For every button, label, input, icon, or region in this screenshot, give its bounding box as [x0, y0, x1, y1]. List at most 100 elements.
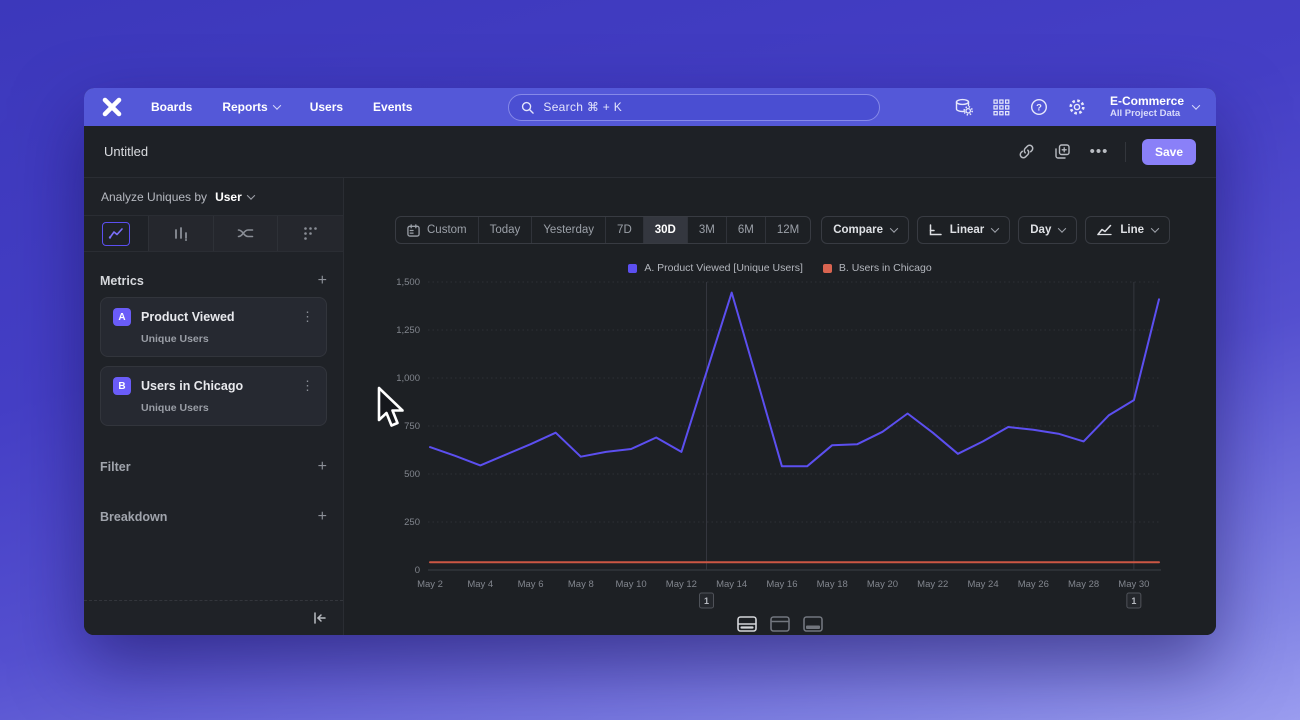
chart-type-label: Line: [1120, 224, 1144, 236]
compare-button[interactable]: Compare: [821, 216, 910, 244]
apps-grid-icon[interactable]: [992, 98, 1011, 117]
analyze-row: Analyze Uniques by User: [84, 178, 343, 216]
metric-badge-a: A: [113, 308, 131, 326]
chart-display-controls: Linear Day Line: [916, 216, 1170, 244]
copy-link-icon[interactable]: [1017, 142, 1037, 162]
duplicate-icon[interactable]: [1053, 142, 1073, 162]
svg-text:500: 500: [404, 469, 420, 480]
analyze-label: Analyze Uniques by: [101, 189, 208, 204]
line-chart[interactable]: 0 250 500 750 1,000 1,250 1,500 May 2 May 4 May 6…: [386, 276, 1186, 622]
scale-dropdown[interactable]: Linear: [916, 216, 1011, 244]
range-3m[interactable]: 3M: [686, 217, 726, 243]
report-title[interactable]: Untitled: [104, 144, 149, 159]
legend-item-b[interactable]: B. Users in Chicago: [822, 262, 932, 274]
add-metric-button[interactable]: +: [317, 272, 327, 289]
settings-gear-icon[interactable]: [1068, 98, 1087, 117]
svg-text:0: 0: [415, 565, 420, 576]
report-actions: ••• Save: [1017, 138, 1196, 165]
svg-text:May 6: May 6: [518, 579, 544, 590]
metric-menu-icon[interactable]: ⋮: [301, 378, 314, 393]
nav-item-boards[interactable]: Boards: [151, 100, 192, 114]
analyze-entity-dropdown[interactable]: User: [215, 189, 255, 204]
range-12m[interactable]: 12M: [764, 217, 810, 243]
svg-text:May 30: May 30: [1118, 579, 1149, 590]
range-today[interactable]: Today: [477, 217, 532, 243]
save-button[interactable]: Save: [1141, 138, 1196, 165]
svg-text:1,250: 1,250: [396, 325, 420, 336]
metric-subtitle[interactable]: Unique Users: [141, 402, 209, 414]
interval-dropdown[interactable]: Day: [1018, 216, 1078, 244]
nav-right-cluster: ? E-Commerce All Project Data: [954, 95, 1201, 120]
svg-text:May 4: May 4: [467, 579, 493, 590]
tab-flows[interactable]: [214, 216, 279, 251]
chart-type-dropdown[interactable]: Line: [1085, 216, 1170, 244]
top-nav: Boards Reports Users Events Search ⌘ + K: [84, 88, 1216, 126]
chevron-down-icon: [991, 224, 1000, 233]
range-label: 6M: [737, 224, 754, 236]
breakdown-title: Breakdown: [100, 510, 168, 524]
nav-item-reports[interactable]: Reports: [222, 100, 281, 114]
insights-chart-icon: [101, 221, 130, 246]
range-yesterday[interactable]: Yesterday: [531, 217, 605, 243]
data-management-icon[interactable]: [954, 98, 973, 117]
scale-label: Linear: [949, 224, 985, 236]
date-range-segmented-control: Custom Today Yesterday 7D 30D 3M 6M 12M: [395, 216, 812, 244]
metric-title: Users in Chicago: [141, 379, 244, 393]
bar-chart-icon: [174, 227, 187, 241]
query-builder-sidebar: Analyze Uniques by User: [84, 178, 344, 635]
metric-menu-icon[interactable]: ⋮: [301, 309, 314, 324]
svg-text:?: ?: [1037, 102, 1043, 113]
range-label: 7D: [617, 224, 632, 236]
report-header: Untitled •: [84, 126, 1216, 178]
chart-legend: A. Product Viewed [Unique Users] B. User…: [344, 262, 1216, 274]
more-options-icon[interactable]: •••: [1089, 142, 1109, 160]
add-breakdown-button[interactable]: +: [317, 508, 327, 525]
tab-insights[interactable]: [84, 216, 149, 251]
range-label: 12M: [776, 224, 800, 236]
analyze-entity-value: User: [215, 189, 242, 204]
layout-toggles: [344, 615, 1216, 632]
metric-subtitle[interactable]: Unique Users: [141, 333, 209, 345]
chevron-down-icon: [246, 190, 255, 200]
layout-split-view-button[interactable]: [736, 615, 758, 632]
legend-item-a[interactable]: A. Product Viewed [Unique Users]: [628, 262, 803, 274]
layout-table-view-button[interactable]: [802, 615, 824, 632]
metric-card-b[interactable]: B Users in Chicago ⋮ Unique Users: [100, 366, 327, 426]
legend-swatch-red: [822, 263, 832, 273]
help-icon[interactable]: ?: [1030, 98, 1049, 117]
tab-retention[interactable]: [278, 216, 343, 251]
nav-item-events[interactable]: Events: [373, 100, 412, 114]
project-info: E-Commerce All Project Data: [1110, 95, 1184, 120]
project-switcher[interactable]: E-Commerce All Project Data: [1110, 95, 1201, 120]
nav-item-label: Reports: [222, 100, 268, 114]
metric-card-a[interactable]: A Product Viewed ⋮ Unique Users: [100, 297, 327, 357]
svg-text:May 16: May 16: [766, 579, 797, 590]
collapse-sidebar-icon[interactable]: [313, 612, 327, 624]
divider: [1124, 141, 1126, 162]
range-label: 30D: [654, 224, 676, 236]
tab-funnels[interactable]: [149, 216, 214, 251]
add-filter-button[interactable]: +: [317, 458, 327, 475]
nav-item-label: Users: [309, 100, 344, 114]
svg-text:1: 1: [1131, 596, 1136, 606]
sidebar-content: Metrics + A Product Viewed ⋮ Unique User…: [84, 272, 343, 525]
svg-text:250: 250: [404, 517, 420, 528]
search-input[interactable]: Search ⌘ + K: [508, 93, 881, 121]
range-7d[interactable]: 7D: [605, 217, 643, 243]
layout-chart-view-button[interactable]: [769, 615, 791, 632]
mixpanel-logo-icon[interactable]: [101, 96, 123, 118]
filter-section-header: Filter +: [100, 458, 327, 475]
range-custom[interactable]: Custom: [396, 217, 478, 243]
nav-item-users[interactable]: Users: [310, 100, 343, 114]
svg-text:1: 1: [704, 596, 709, 606]
svg-text:May 22: May 22: [917, 579, 948, 590]
range-30d[interactable]: 30D: [642, 217, 687, 243]
app-body: Analyze Uniques by User: [84, 178, 1216, 635]
range-6m[interactable]: 6M: [725, 217, 765, 243]
calendar-icon: [407, 223, 420, 237]
svg-text:May 18: May 18: [817, 579, 848, 590]
svg-text:May 26: May 26: [1018, 579, 1049, 590]
metrics-section-header: Metrics +: [100, 272, 327, 289]
chevron-down-icon: [1150, 224, 1160, 233]
